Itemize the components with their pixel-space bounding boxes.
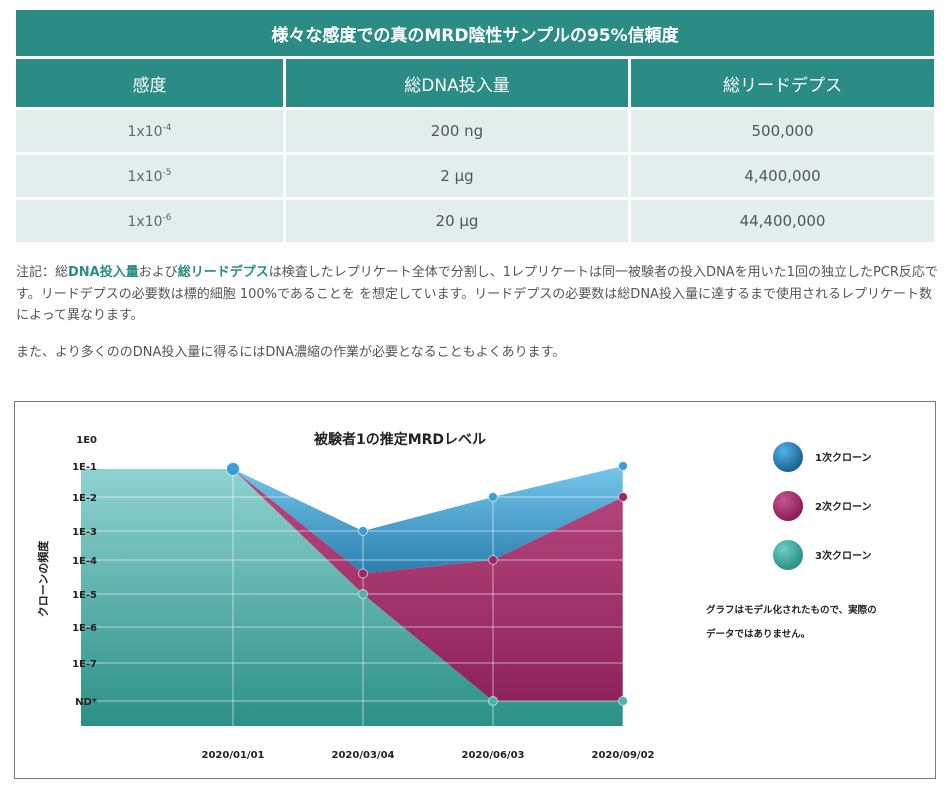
note-text: は検査したレプリケート全体で分割し、1レプリケートは同一被験者の投入DNAを用い… bbox=[16, 265, 938, 323]
data-point-series-2 bbox=[488, 555, 498, 565]
data-point-series-3 bbox=[618, 696, 628, 706]
y-tick-label: ND* bbox=[75, 697, 98, 708]
data-point-series-3 bbox=[488, 696, 498, 706]
area-series-2 bbox=[233, 469, 623, 701]
y-tick-label: 1E-6 bbox=[72, 623, 97, 634]
area-series-1 bbox=[233, 466, 623, 574]
x-tick-label: 2020/01/01 bbox=[202, 750, 265, 761]
table-title: 様々な感度での真のMRD陰性サンプルの95%信頼度 bbox=[16, 10, 935, 59]
note-highlight-dna: DNA投入量 bbox=[68, 265, 139, 280]
chart-annotation: データではありません。 bbox=[706, 628, 810, 640]
legend-swatch-series-1 bbox=[773, 442, 803, 472]
y-tick-label: 1E0 bbox=[76, 435, 97, 446]
col-header-read-depth: 総リードデプス bbox=[631, 59, 935, 107]
y-tick-label: 1E-3 bbox=[72, 527, 97, 538]
y-tick-label: 1E-7 bbox=[72, 659, 97, 670]
sensitivity-exponent: -6 bbox=[162, 212, 172, 223]
data-point-series-1 bbox=[358, 526, 368, 536]
legend-label: 1次クローン bbox=[815, 451, 871, 464]
chart-annotation: グラフはモデル化されたもので、実際の bbox=[706, 604, 877, 616]
depth-cell: 44,400,000 bbox=[631, 197, 935, 242]
data-point-series-1 bbox=[618, 461, 628, 471]
table-row: 1x10-6 20 μg 44,400,000 bbox=[16, 197, 935, 242]
col-header-dna-input: 総DNA投入量 bbox=[286, 59, 631, 107]
data-point-series-2 bbox=[618, 492, 628, 502]
legend-swatch-series-2 bbox=[773, 491, 803, 521]
legend-label: 2次クローン bbox=[815, 500, 871, 513]
data-point-series-2 bbox=[358, 568, 368, 579]
chart-title: 被験者1の推定MRDレベル bbox=[314, 431, 486, 448]
dna-cell: 20 μg bbox=[286, 197, 631, 242]
sensitivity-exponent: -5 bbox=[162, 167, 172, 178]
legend-label: 3次クローン bbox=[815, 549, 871, 562]
sensitivity-cell: 1x10-5 bbox=[16, 152, 286, 197]
x-tick-label: 2020/06/03 bbox=[462, 750, 525, 761]
sensitivity-base: 1x10 bbox=[127, 123, 163, 140]
col-header-sensitivity: 感度 bbox=[16, 59, 286, 107]
legend-swatch-series-3 bbox=[773, 540, 803, 570]
data-point-series-3 bbox=[358, 589, 368, 599]
note-highlight-depth: 総リードデプス bbox=[177, 265, 269, 280]
note-text: および bbox=[138, 265, 178, 280]
data-point-series-1 bbox=[488, 492, 498, 502]
x-tick-label: 2020/09/02 bbox=[592, 750, 655, 761]
dna-enrichment-note: また、より多くののDNA投入量に得るにはDNA濃縮の作業が必要となることもよくあ… bbox=[16, 345, 566, 360]
table-footnote: 注記：総DNA投入量および総リードデプスは検査したレプリケート全体で分割し、1レ… bbox=[16, 262, 938, 327]
y-tick-label: 1E-4 bbox=[72, 556, 97, 567]
sensitivity-base: 1x10 bbox=[127, 213, 163, 230]
y-tick-label: 1E-1 bbox=[72, 462, 97, 473]
data-point-series-1 bbox=[226, 462, 240, 477]
sensitivity-cell: 1x10-4 bbox=[16, 107, 286, 152]
table-row: 1x10-4 200 ng 500,000 bbox=[16, 107, 935, 152]
mrd-chart-panel: 被験者1の推定MRDレベルクローンの頻度 1E0 1E-1 1E-2 1E-3 1E-4 1… bbox=[14, 401, 936, 779]
depth-cell: 4,400,000 bbox=[631, 152, 935, 197]
depth-cell: 500,000 bbox=[631, 107, 935, 152]
sensitivity-table: 様々な感度での真のMRD陰性サンプルの95%信頼度 感度 総DNA投入量 総リー… bbox=[16, 10, 935, 242]
y-tick-label: 1E-2 bbox=[72, 493, 97, 504]
y-tick-label: 1E-5 bbox=[72, 590, 97, 601]
note-text: 注記：総 bbox=[16, 265, 69, 280]
sensitivity-base: 1x10 bbox=[127, 168, 163, 185]
table-row: 1x10-5 2 μg 4,400,000 bbox=[16, 152, 935, 197]
x-tick-label: 2020/03/04 bbox=[332, 750, 395, 761]
area-series-3 bbox=[81, 469, 623, 726]
dna-cell: 2 μg bbox=[286, 152, 631, 197]
dna-cell: 200 ng bbox=[286, 107, 631, 152]
sensitivity-cell: 1x10-6 bbox=[16, 197, 286, 242]
y-axis-label: クローンの頻度 bbox=[36, 540, 50, 617]
sensitivity-exponent: -4 bbox=[162, 122, 172, 133]
